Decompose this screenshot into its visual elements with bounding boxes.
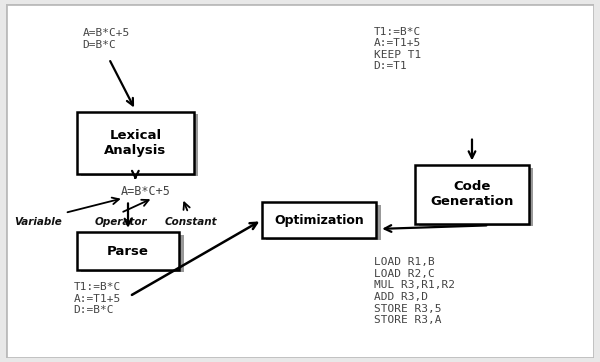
Text: T1:=B*C
A:=T1+5
KEEP T1
D:=T1: T1:=B*C A:=T1+5 KEEP T1 D:=T1 [373, 27, 421, 71]
FancyBboxPatch shape [77, 232, 179, 270]
Text: Constant: Constant [165, 217, 218, 227]
Text: Variable: Variable [14, 217, 62, 227]
Text: Code
Generation: Code Generation [430, 180, 514, 208]
Text: LOAD R1,B
LOAD R2,C
MUL R3,R1,R2
ADD R3,D
STORE R3,5
STORE R3,A: LOAD R1,B LOAD R2,C MUL R3,R1,R2 ADD R3,… [373, 257, 455, 325]
FancyBboxPatch shape [6, 4, 594, 358]
FancyBboxPatch shape [80, 235, 184, 272]
Text: T1:=B*C
A:=T1+5
D:=B*C: T1:=B*C A:=T1+5 D:=B*C [74, 282, 121, 315]
FancyBboxPatch shape [80, 114, 198, 176]
Text: Operator: Operator [94, 217, 147, 227]
Text: Parse: Parse [107, 245, 149, 258]
FancyBboxPatch shape [415, 165, 529, 224]
FancyBboxPatch shape [262, 202, 376, 238]
Text: A=B*C+5: A=B*C+5 [121, 185, 170, 198]
Text: Lexical
Analysis: Lexical Analysis [104, 129, 166, 157]
FancyBboxPatch shape [77, 112, 194, 174]
FancyBboxPatch shape [419, 168, 533, 226]
Text: A=B*C+5
D=B*C: A=B*C+5 D=B*C [82, 29, 130, 50]
Text: Optimization: Optimization [274, 214, 364, 227]
FancyBboxPatch shape [266, 205, 380, 240]
